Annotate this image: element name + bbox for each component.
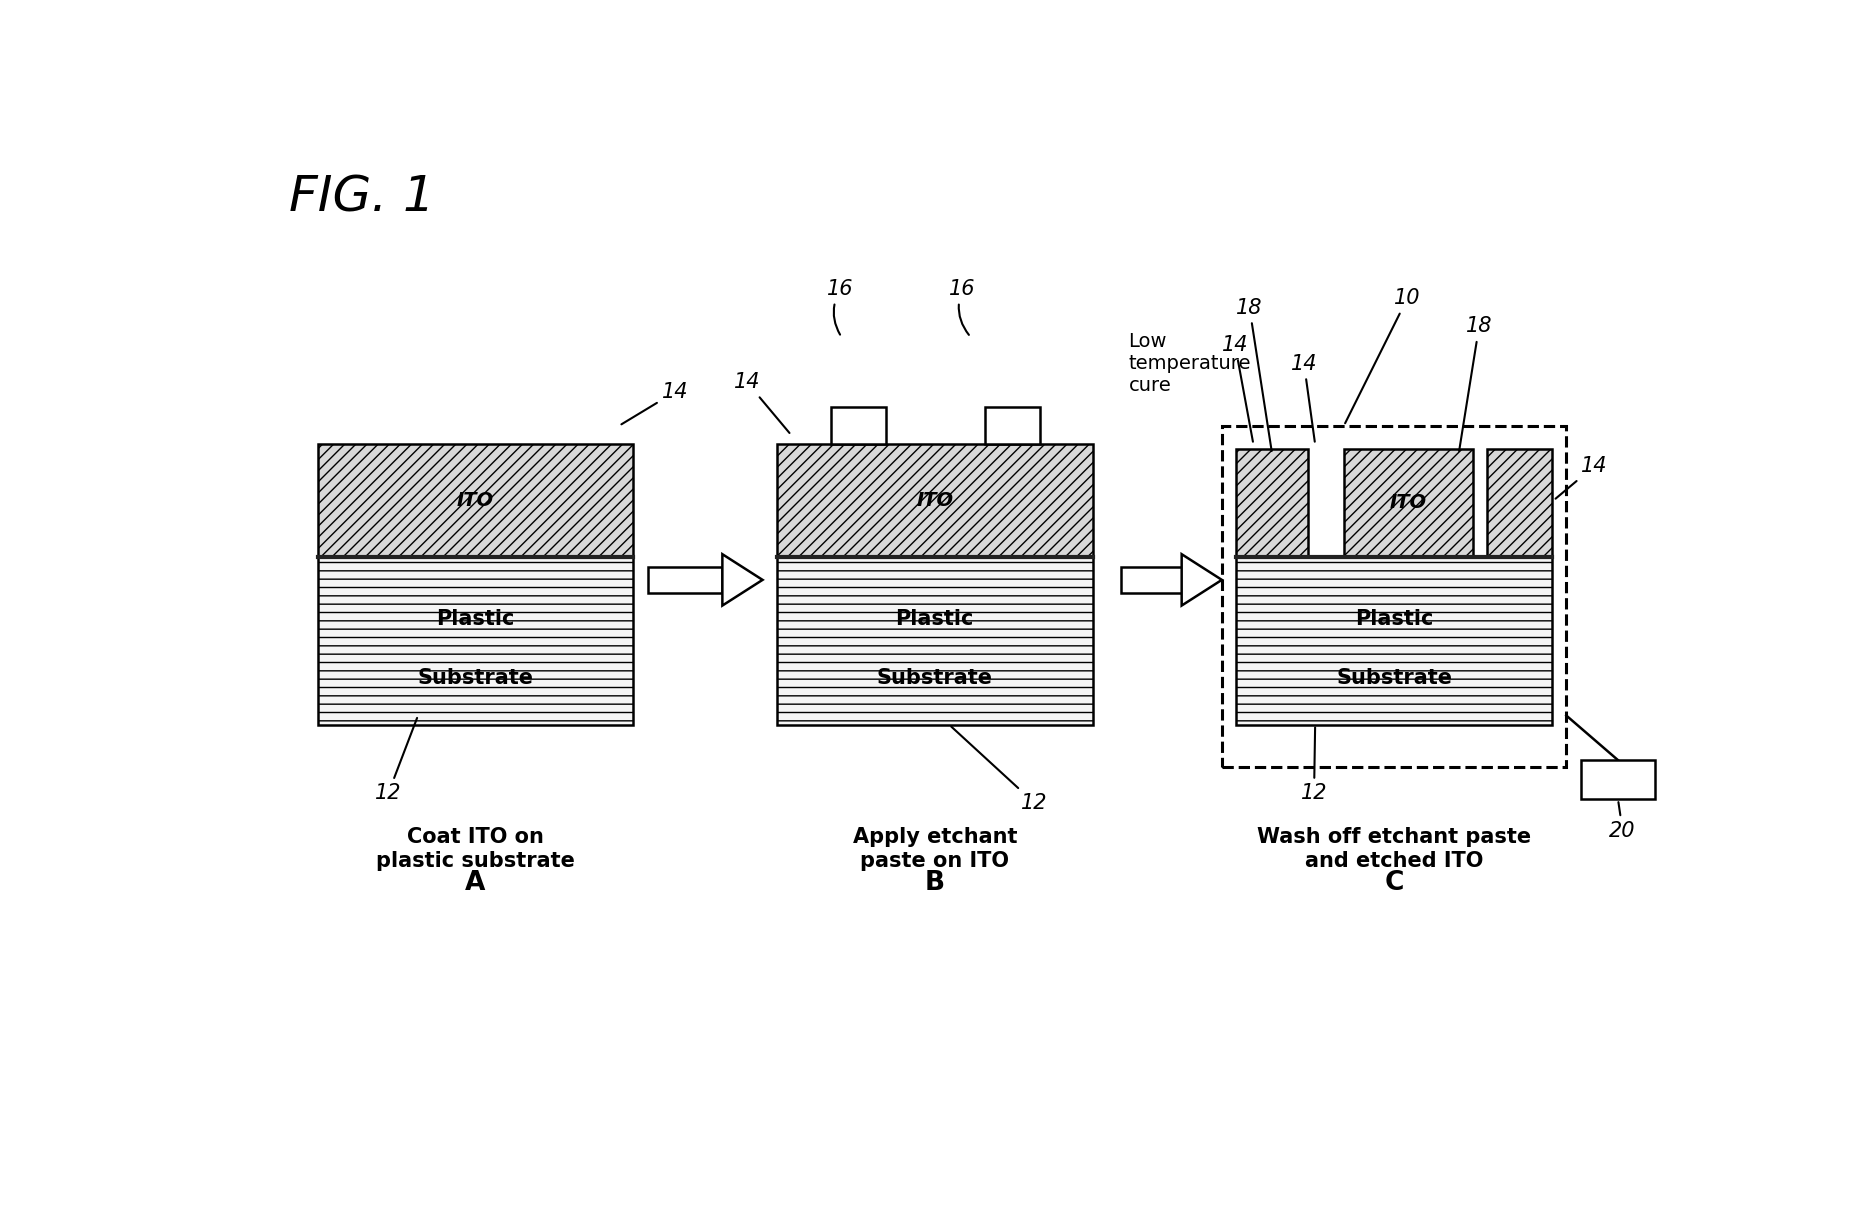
Polygon shape — [722, 554, 763, 605]
Bar — [1122, 566, 1182, 593]
Bar — [778, 557, 1093, 724]
Bar — [1345, 449, 1472, 557]
Text: 12: 12 — [374, 718, 417, 803]
Text: Wash off etchant paste
and etched ITO: Wash off etchant paste and etched ITO — [1258, 827, 1532, 871]
Text: A: A — [465, 871, 485, 896]
Text: 14: 14 — [622, 382, 689, 425]
Bar — [1580, 761, 1656, 799]
Text: 18: 18 — [1459, 317, 1493, 451]
Text: Substrate: Substrate — [1335, 667, 1452, 688]
Text: 14: 14 — [1556, 456, 1608, 499]
Text: FIG. 1: FIG. 1 — [289, 173, 435, 222]
Text: Apply etchant
paste on ITO: Apply etchant paste on ITO — [852, 827, 1017, 871]
Text: 12: 12 — [952, 727, 1048, 813]
Text: Substrate: Substrate — [417, 667, 533, 688]
Text: Plastic: Plastic — [437, 609, 515, 628]
Text: C: C — [1385, 871, 1404, 896]
Text: B: B — [924, 871, 945, 896]
Bar — [1237, 449, 1308, 557]
Text: 12: 12 — [1300, 728, 1328, 803]
Text: 16: 16 — [828, 279, 854, 335]
Text: 10: 10 — [1345, 289, 1420, 423]
Text: 14: 14 — [1291, 354, 1317, 442]
Text: ITO: ITO — [1389, 494, 1428, 512]
Text: 16: 16 — [950, 279, 976, 335]
Polygon shape — [1182, 554, 1222, 605]
Bar — [1222, 426, 1567, 767]
Text: ITO: ITO — [457, 491, 494, 509]
Bar — [1487, 449, 1552, 557]
Text: 20: 20 — [1609, 802, 1635, 841]
Bar — [319, 557, 633, 724]
Text: 14: 14 — [1222, 335, 1254, 442]
Bar — [648, 566, 722, 593]
Text: Coat ITO on
plastic substrate: Coat ITO on plastic substrate — [376, 827, 574, 871]
Bar — [832, 408, 885, 444]
Bar — [985, 408, 1039, 444]
Text: Plastic: Plastic — [1356, 609, 1433, 628]
Text: Low
temperature
cure: Low temperature cure — [1128, 332, 1252, 395]
Text: Substrate: Substrate — [876, 667, 993, 688]
Text: 14: 14 — [733, 372, 789, 433]
Text: Plastic: Plastic — [896, 609, 974, 628]
Bar — [319, 444, 633, 557]
Text: 18: 18 — [1237, 297, 1272, 451]
Text: ITO: ITO — [917, 491, 954, 509]
Bar — [1237, 557, 1552, 724]
Bar — [778, 444, 1093, 557]
